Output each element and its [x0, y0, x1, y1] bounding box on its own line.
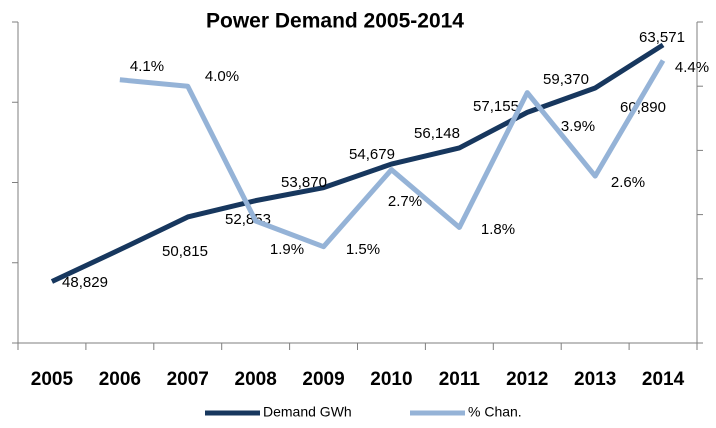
data-label: 3.9%: [561, 118, 595, 135]
data-label: 1.5%: [346, 241, 380, 258]
data-label: 48,829: [62, 274, 108, 291]
x-tick-label: 2009: [302, 369, 344, 390]
data-label: 2.7%: [388, 193, 422, 210]
data-label: 1.8%: [481, 221, 515, 238]
series-line: [119, 59, 666, 250]
legend-label: Demand GWh: [263, 404, 352, 420]
data-label: 56,148: [414, 125, 460, 142]
x-tick-label: 2011: [439, 369, 481, 390]
data-label: 50,815: [162, 243, 208, 260]
series-line: [50, 42, 665, 284]
x-tick-label: 2008: [235, 369, 277, 390]
data-label: 4.4%: [675, 59, 709, 76]
data-label: 57,155: [473, 98, 519, 115]
data-label: 63,571: [639, 29, 685, 46]
x-tick-label: 2005: [31, 369, 74, 390]
data-label: 60,890: [620, 99, 666, 116]
x-tick-label: 2014: [642, 369, 685, 390]
data-label: 4.0%: [205, 68, 239, 85]
legend-label: % Chan.: [468, 404, 522, 420]
data-label: 54,679: [349, 146, 395, 163]
x-tick-label: 2013: [574, 369, 616, 390]
data-label: 59,370: [543, 71, 589, 88]
x-tick-label: 2010: [370, 369, 412, 390]
data-label: 2.6%: [611, 174, 645, 191]
data-label: 53,870: [281, 174, 327, 191]
data-label: 1.9%: [270, 241, 304, 258]
x-tick-label: 2012: [506, 369, 548, 390]
x-tick-label: 2007: [167, 369, 209, 390]
chart-title: Power Demand 2005-2014: [206, 10, 464, 33]
x-tick-label: 2006: [99, 369, 141, 390]
data-label: 4.1%: [130, 58, 164, 75]
